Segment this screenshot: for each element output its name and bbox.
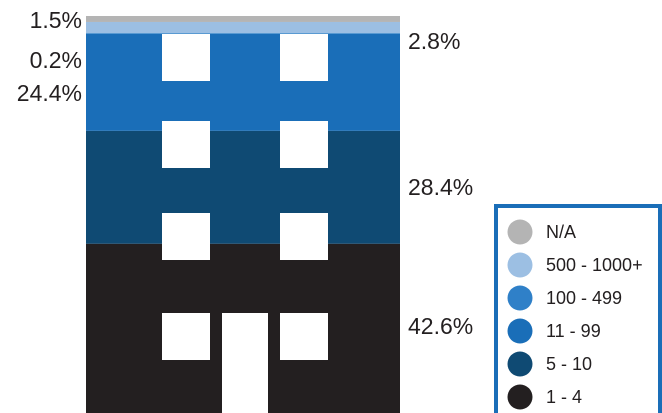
segment-500-1000 [86,21,400,34]
pct-label-500-1000: 2.8% [408,28,460,54]
building-windows [162,34,328,413]
legend-label-11-99: 11 - 99 [546,321,601,341]
pct-label-100-499: 0.2% [30,47,82,73]
legend-swatch-500-1000 [507,252,533,278]
pct-label-na: 1.5% [30,7,82,33]
legend-label-5-10: 5 - 10 [546,354,592,374]
legend-swatch-100-499 [507,285,533,311]
building-segments [86,16,400,413]
segment-na [86,16,400,22]
pct-label-11-99: 24.4% [17,80,82,106]
legend-label-na: N/A [546,222,576,242]
legend-swatch-1-4 [507,384,533,410]
segment-11-99 [86,33,400,131]
legend-label-100-499: 100 - 499 [546,288,622,308]
window-6 [280,213,328,260]
percentage-labels: 1.5% 0.2% 24.4% 2.8% 28.4% 42.6% [17,7,473,339]
window-2 [280,34,328,81]
legend: N/A 500 - 1000+ 100 - 499 11 - 99 5 - 10 1 - … [494,204,662,413]
window-7 [162,313,210,360]
legend-swatch-11-99 [507,318,533,344]
legend-swatch-na [507,219,533,245]
legend-label-500-1000: 500 - 1000+ [546,255,643,275]
pct-label-5-10: 28.4% [408,174,473,200]
door [222,313,268,413]
window-4 [280,121,328,168]
segment-5-10 [86,130,400,244]
window-8 [280,313,328,360]
legend-swatch-5-10 [507,351,533,377]
segment-100-499 [86,33,400,34]
pct-label-1-4: 42.6% [408,313,473,339]
window-5 [162,213,210,260]
window-3 [162,121,210,168]
window-1 [162,34,210,81]
legend-label-1-4: 1 - 4 [546,387,582,407]
